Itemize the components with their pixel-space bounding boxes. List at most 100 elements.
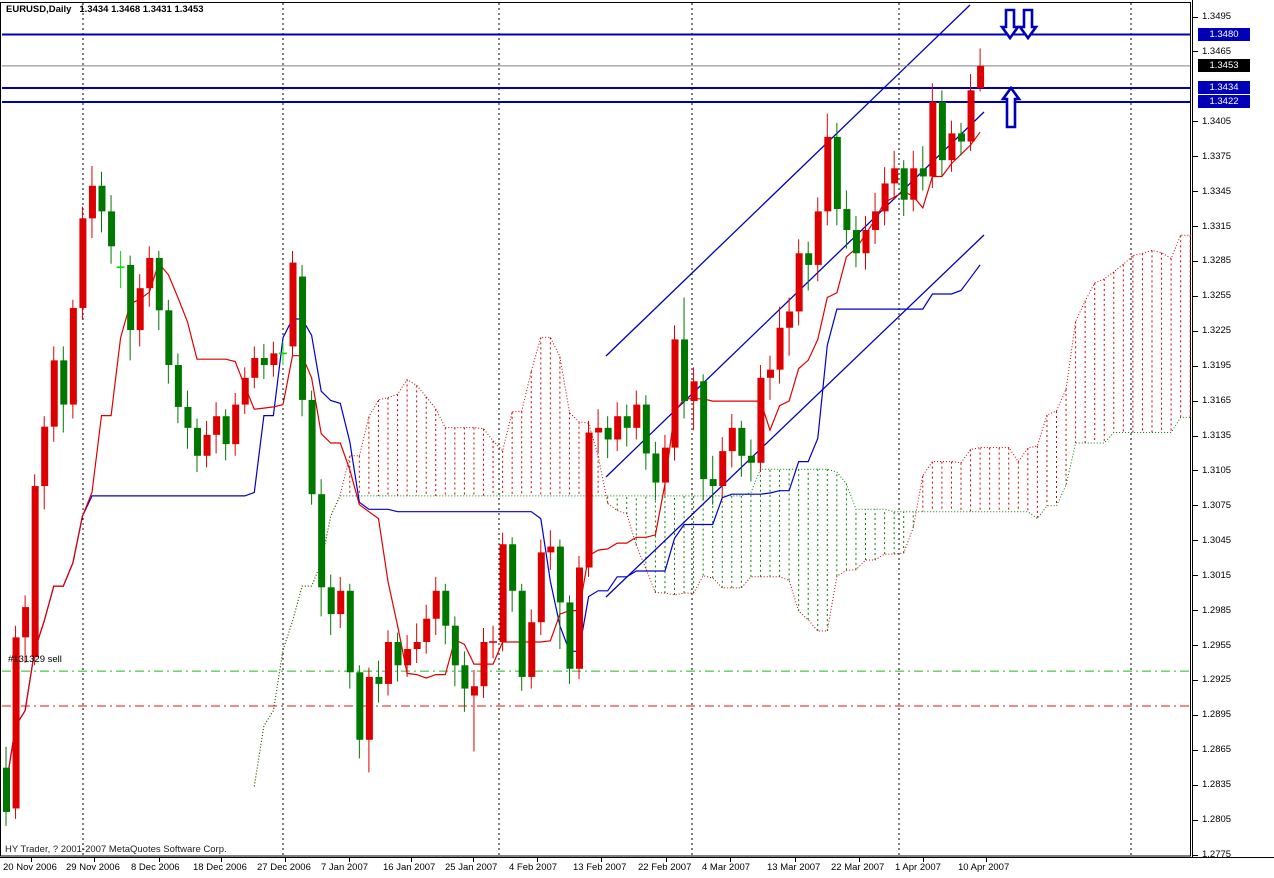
up-arrow-icon[interactable] (1000, 85, 1022, 129)
price-tick-mark (1193, 51, 1198, 53)
price-tick-label: 1.3195 (1202, 360, 1232, 372)
copyright-text: HY Trader, ? 2001-2007 MetaQuotes Softwa… (5, 844, 227, 855)
date-label: 20 Nov 2006 (3, 862, 57, 873)
line-price-badge: 1.3480 (1198, 27, 1250, 41)
date-tick-mark (159, 858, 160, 862)
price-tick-mark (1193, 610, 1198, 612)
price-tick-label: 1.3105 (1202, 464, 1232, 476)
price-tick-mark (1193, 784, 1198, 786)
date-tick-mark (473, 858, 474, 862)
price-tick-mark (1193, 505, 1198, 507)
price-tick-label: 1.2925 (1202, 674, 1232, 686)
date-tick-mark (537, 858, 538, 862)
date-label: 16 Jan 2007 (383, 862, 436, 873)
price-tick-label: 1.2985 (1202, 604, 1232, 616)
price-tick-mark (1193, 819, 1198, 821)
price-tick-mark (1193, 295, 1198, 297)
price-tick-label: 1.3135 (1202, 430, 1232, 441)
price-tick-mark (1193, 121, 1198, 123)
price-tick-mark (1193, 575, 1198, 577)
price-axis[interactable]: 1.3495 1.3465 1.3405 1.3375 1.3345 1.3315 1.32… (1192, 0, 1274, 860)
price-tick-mark (1193, 400, 1198, 402)
horizontal-lines[interactable] (2, 33, 1190, 103)
price-tick-label: 1.3405 (1202, 115, 1232, 127)
time-axis[interactable]: 20 Nov 2006 29 Nov 2006 8 Dec 2006 18 Dec 2… (0, 857, 1274, 878)
price-tick-mark (1193, 260, 1198, 262)
price-tick-label: 1.3075 (1202, 499, 1232, 511)
price-tick-label: 1.3255 (1202, 290, 1232, 302)
trendline[interactable] (605, 234, 985, 598)
date-label: 8 Dec 2006 (131, 862, 180, 873)
price-tick-label: 1.3465 (1202, 45, 1232, 57)
line-price-badge: 1.3422 (1198, 95, 1250, 109)
date-tick-mark (730, 858, 731, 862)
date-label: 25 Jan 2007 (445, 862, 498, 873)
price-tick-label: 1.2955 (1202, 639, 1232, 651)
price-tick-label: 1.3375 (1202, 150, 1232, 162)
price-tick-mark (1193, 16, 1198, 18)
date-label: 4 Feb 2007 (509, 862, 558, 873)
price-tick-label: 1.2865 (1202, 744, 1232, 756)
price-tick-label: 1.3495 (1202, 11, 1232, 22)
down-arrow-icon[interactable] (999, 8, 1021, 41)
price-tick-label: 1.2805 (1202, 814, 1232, 826)
date-tick-mark (411, 858, 412, 862)
date-tick-mark (923, 858, 924, 862)
date-label: 10 Apr 2007 (958, 862, 1010, 873)
order-lines[interactable] (2, 670, 1190, 707)
price-tick-mark (1193, 226, 1198, 227)
date-tick-mark (349, 858, 350, 862)
date-tick-mark (221, 858, 222, 862)
date-tick-mark (285, 858, 286, 862)
date-label: 22 Mar 2007 (831, 862, 885, 873)
date-tick-mark (601, 858, 602, 862)
ichimoku-cloud (349, 235, 1191, 631)
date-tick-mark (666, 858, 667, 862)
date-tick-mark (94, 858, 95, 862)
price-tick-label: 1.3015 (1202, 569, 1232, 581)
price-tick-label: 1.3165 (1202, 395, 1232, 407)
price-tick-mark (1193, 470, 1198, 472)
price-tick-mark (1193, 330, 1198, 332)
price-tick-mark (1193, 714, 1198, 716)
date-tick-mark (795, 858, 796, 862)
date-label: 29 Nov 2006 (66, 862, 120, 873)
date-label: 27 Dec 2006 (257, 862, 311, 873)
price-tick-label: 1.3315 (1202, 220, 1232, 232)
trendline[interactable] (605, 4, 971, 357)
price-tick-label: 1.3225 (1202, 325, 1232, 337)
kijun-sen-line (5, 264, 981, 787)
date-label: 22 Feb 2007 (638, 862, 692, 873)
order-sell-label[interactable]: #131329 sell (8, 654, 62, 665)
price-tick-mark (1193, 679, 1198, 681)
price-tick-label: 1.3045 (1202, 534, 1232, 546)
down-arrow-icon[interactable] (1017, 8, 1039, 41)
date-tick-mark (31, 858, 32, 862)
price-tick-label: 1.2835 (1202, 779, 1232, 791)
date-label: 7 Jan 2007 (321, 862, 369, 873)
date-label: 1 Apr 2007 (895, 862, 941, 873)
tenkan-sen-line (5, 131, 981, 787)
arrow-annotations[interactable] (999, 8, 1039, 129)
date-label: 18 Dec 2006 (193, 862, 247, 873)
price-tick-label: 1.3285 (1202, 255, 1232, 267)
date-label: 13 Mar 2007 (767, 862, 821, 873)
line-price-badge: 1.3434 (1198, 81, 1250, 95)
price-tick-label: 1.2775 (1202, 849, 1232, 860)
price-tick-label: 1.3345 (1202, 185, 1232, 197)
price-tick-mark (1193, 749, 1198, 751)
current-price-badge: 1.3453 (1198, 59, 1250, 73)
price-tick-mark (1193, 540, 1198, 542)
price-tick-mark (1193, 435, 1198, 437)
price-tick-mark (1193, 365, 1198, 367)
date-tick-mark (859, 858, 860, 862)
price-tick-mark (1193, 645, 1198, 646)
price-tick-label: 1.2895 (1202, 709, 1232, 721)
chart-plot-area[interactable] (0, 0, 1192, 857)
date-label: 13 Feb 2007 (573, 862, 627, 873)
date-label: 4 Mar 2007 (702, 862, 751, 873)
chart-title: EURUSD,Daily 1.3434 1.3468 1.3431 1.3453 (6, 4, 204, 15)
date-tick-mark (986, 858, 987, 862)
price-tick-mark (1193, 854, 1198, 856)
